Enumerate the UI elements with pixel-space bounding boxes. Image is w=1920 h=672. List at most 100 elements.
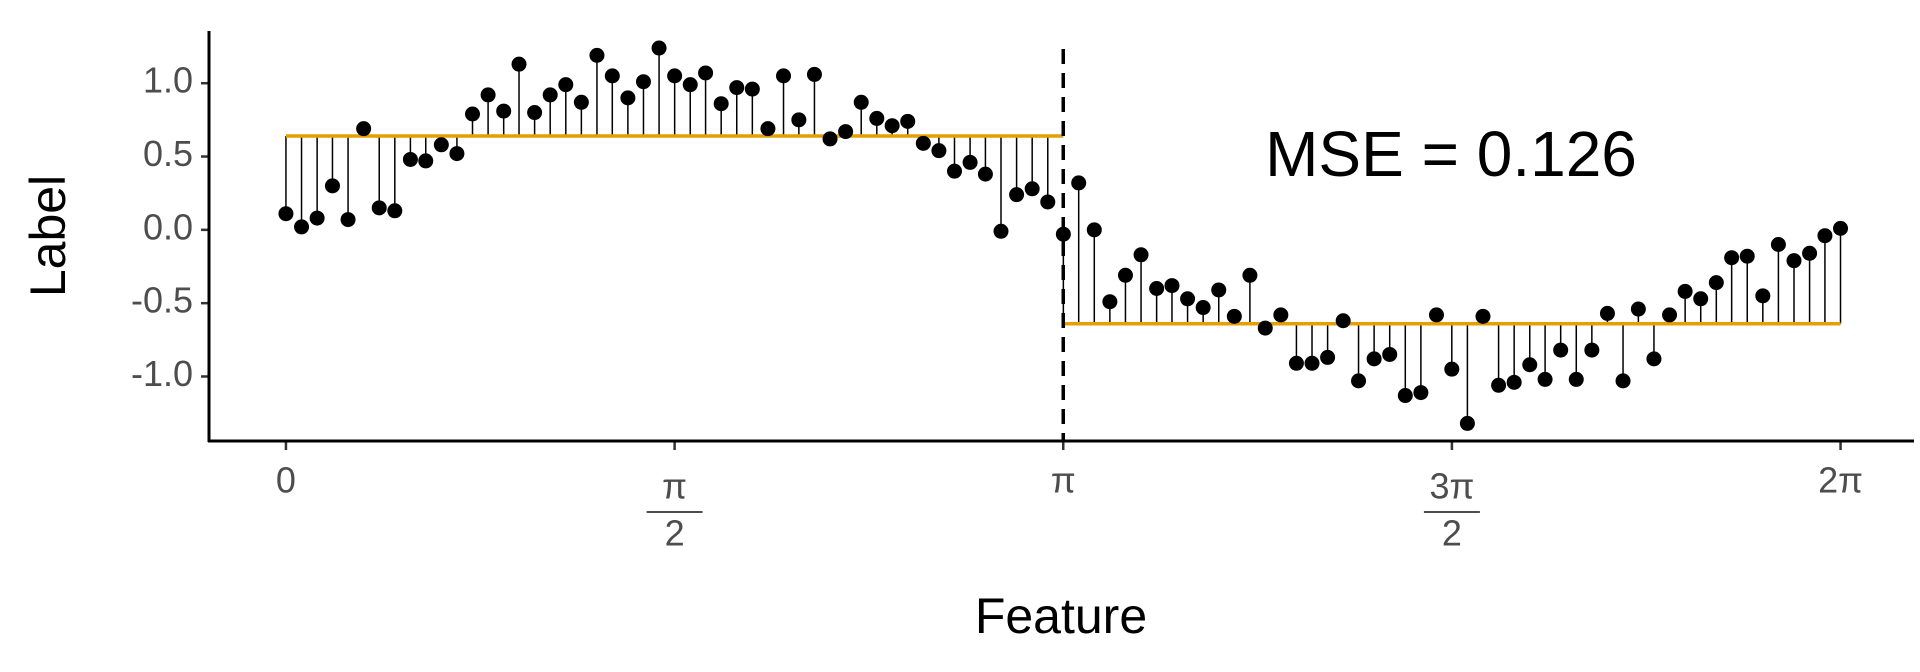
data-point bbox=[1071, 175, 1087, 191]
data-point bbox=[527, 105, 543, 121]
data-point bbox=[371, 200, 387, 216]
data-point bbox=[1351, 373, 1367, 389]
data-point bbox=[1833, 220, 1849, 236]
data-point bbox=[822, 131, 838, 147]
data-point bbox=[1817, 228, 1833, 244]
y-axis-title: Label bbox=[20, 175, 76, 297]
data-point bbox=[1459, 415, 1475, 431]
data-point bbox=[1055, 226, 1071, 242]
data-point bbox=[946, 163, 962, 179]
data-point bbox=[682, 77, 698, 93]
data-point bbox=[1304, 355, 1320, 371]
data-point bbox=[1040, 194, 1056, 210]
data-point bbox=[1273, 307, 1289, 323]
data-point bbox=[1522, 357, 1538, 373]
data-point bbox=[1724, 250, 1740, 266]
x-tick-denominator: 2 bbox=[665, 513, 685, 554]
data-point bbox=[1739, 248, 1755, 264]
annotation: MSE = 0.126 bbox=[1265, 118, 1637, 190]
data-point bbox=[1646, 351, 1662, 367]
data-point bbox=[418, 153, 434, 169]
data-point bbox=[915, 135, 931, 151]
data-point bbox=[1708, 275, 1724, 291]
data-point bbox=[1397, 388, 1413, 404]
data-point bbox=[1009, 187, 1025, 203]
data-point bbox=[1366, 351, 1382, 367]
x-tick-denominator: 2 bbox=[1442, 513, 1462, 554]
data-point bbox=[667, 68, 683, 84]
y-tick-label: -0.5 bbox=[131, 280, 193, 321]
data-point bbox=[1133, 247, 1149, 263]
data-point bbox=[1506, 374, 1522, 390]
data-point bbox=[713, 96, 729, 112]
data-point bbox=[1180, 291, 1196, 307]
data-point bbox=[604, 68, 620, 84]
data-point bbox=[806, 66, 822, 82]
data-point bbox=[620, 90, 636, 106]
data-point bbox=[1117, 267, 1133, 283]
x-tick-label: 2π bbox=[1818, 460, 1863, 501]
y-tick-label: 0.5 bbox=[143, 133, 193, 174]
data-point bbox=[1444, 361, 1460, 377]
data-point bbox=[651, 40, 667, 56]
data-point bbox=[449, 146, 465, 162]
data-point bbox=[356, 121, 372, 137]
data-point bbox=[729, 80, 745, 96]
data-point bbox=[1320, 349, 1336, 365]
data-point bbox=[1786, 253, 1802, 269]
x-axis-title: Feature bbox=[975, 588, 1147, 644]
data-point bbox=[1242, 267, 1258, 283]
data-point bbox=[1024, 181, 1040, 197]
data-point bbox=[480, 87, 496, 103]
data-point bbox=[340, 212, 356, 228]
data-point bbox=[1662, 307, 1678, 323]
data-point bbox=[884, 118, 900, 134]
data-point bbox=[1149, 280, 1165, 296]
x-tick-label: π bbox=[1051, 460, 1076, 501]
data-point bbox=[1770, 237, 1786, 253]
data-point bbox=[1802, 245, 1818, 261]
data-point bbox=[1599, 305, 1615, 321]
data-point bbox=[324, 178, 340, 194]
y-tick-label: -1.0 bbox=[131, 353, 193, 394]
data-point bbox=[1102, 294, 1118, 310]
data-point bbox=[1086, 222, 1102, 238]
data-point bbox=[1568, 371, 1584, 387]
data-point bbox=[900, 113, 916, 129]
data-point bbox=[698, 65, 714, 81]
data-point bbox=[1553, 342, 1569, 358]
x-tick-numerator: 3π bbox=[1429, 466, 1474, 507]
data-point bbox=[511, 56, 527, 72]
data-point bbox=[558, 77, 574, 93]
data-point bbox=[1211, 282, 1227, 298]
data-point bbox=[542, 87, 558, 103]
data-point bbox=[760, 121, 776, 137]
data-point bbox=[869, 110, 885, 126]
data-point bbox=[589, 47, 605, 63]
data-point bbox=[1428, 307, 1444, 323]
data-point bbox=[838, 124, 854, 140]
data-point bbox=[1288, 355, 1304, 371]
data-point bbox=[1677, 283, 1693, 299]
data-point bbox=[387, 203, 403, 219]
data-point bbox=[1195, 300, 1211, 316]
data-point bbox=[1226, 308, 1242, 324]
data-point bbox=[465, 106, 481, 122]
data-point bbox=[791, 112, 807, 128]
x-tick-numerator: π bbox=[662, 466, 687, 507]
data-point bbox=[1257, 320, 1273, 336]
x-tick-label: 0 bbox=[276, 460, 296, 501]
data-point bbox=[278, 206, 294, 222]
data-point bbox=[1335, 313, 1351, 329]
data-point bbox=[1382, 346, 1398, 362]
data-point bbox=[1615, 373, 1631, 389]
data-point bbox=[1584, 342, 1600, 358]
y-tick-label: 0.0 bbox=[143, 206, 193, 247]
data-point bbox=[993, 223, 1009, 239]
data-point bbox=[294, 219, 310, 235]
data-point bbox=[1537, 371, 1553, 387]
data-point bbox=[309, 210, 325, 226]
data-point bbox=[496, 103, 512, 119]
